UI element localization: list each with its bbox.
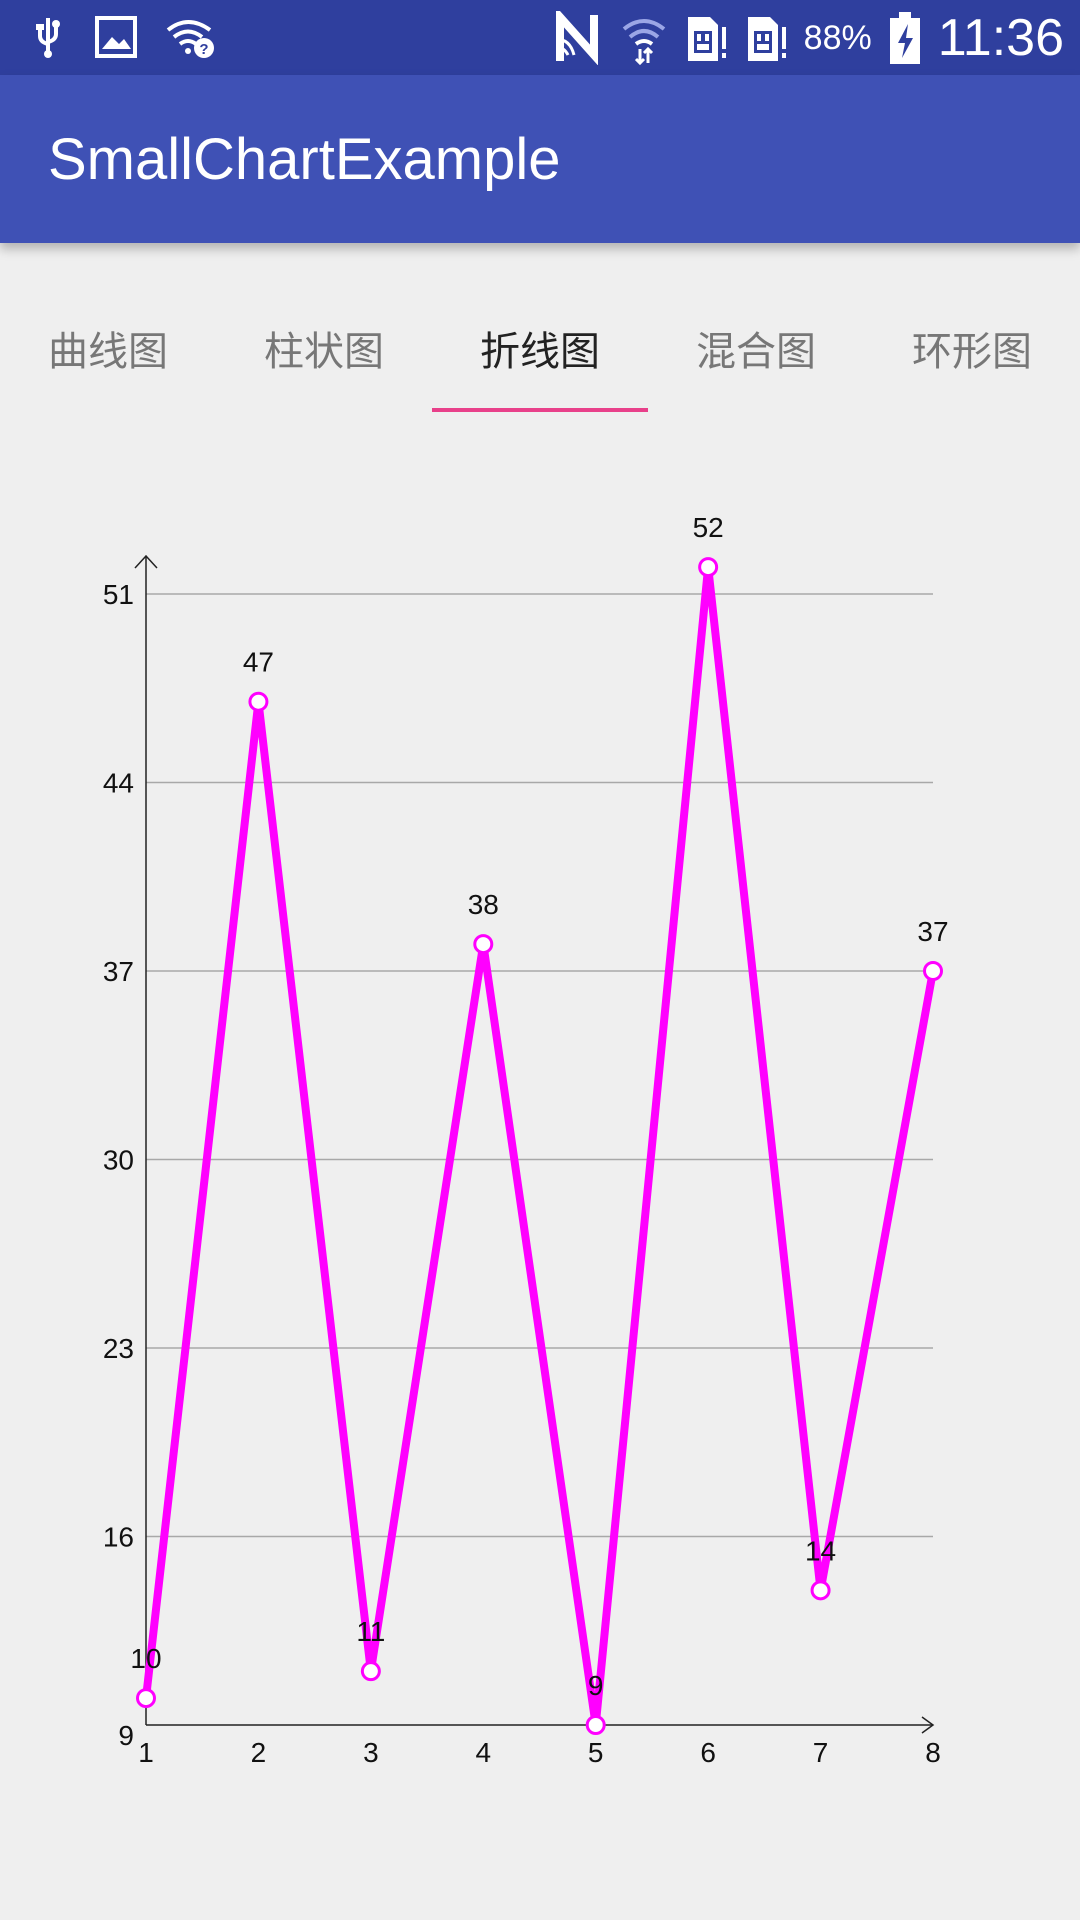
y-tick-label-5: 44 — [103, 768, 134, 799]
data-point-1 — [248, 691, 269, 712]
data-point-2 — [360, 1661, 381, 1682]
nfc-icon — [555, 11, 598, 65]
data-label-7: 37 — [917, 916, 948, 947]
x-tick-label-4: 5 — [588, 1737, 604, 1768]
data-point-6 — [810, 1580, 831, 1601]
series-line — [142, 566, 937, 1726]
data-point-7 — [923, 961, 943, 981]
y-tick-label-0: 9 — [118, 1720, 134, 1751]
x-tick-label-0: 1 — [138, 1737, 154, 1768]
sim2-icon — [747, 17, 786, 61]
data-label-2: 11 — [356, 1616, 385, 1647]
x-tick-label-5: 6 — [700, 1737, 716, 1768]
data-label-4: 9 — [588, 1670, 604, 1701]
status-icons-left: ? — [28, 14, 216, 60]
x-tick-label-6: 7 — [813, 1737, 829, 1768]
sim1-icon — [687, 17, 726, 61]
tab-line-chart[interactable]: 折线图 — [432, 300, 648, 412]
y-tick-label-3: 30 — [103, 1145, 134, 1176]
data-point-5 — [698, 557, 719, 578]
y-tick-label-1: 16 — [103, 1522, 134, 1553]
usb-icon — [36, 18, 60, 58]
chart-type-tabs: 曲线图 柱状图 折线图 混合图 环形图 — [0, 300, 1080, 412]
status-clock: 11:36 — [937, 9, 1064, 67]
tab-mixed-chart[interactable]: 混合图 — [696, 330, 816, 374]
battery-percentage: 88% — [803, 19, 872, 57]
data-point-4 — [585, 1715, 606, 1735]
battery-charging-icon — [889, 12, 920, 64]
image-icon — [95, 16, 137, 58]
data-label-3: 38 — [468, 889, 499, 920]
y-tick-label-6: 51 — [103, 579, 134, 610]
data-point-0 — [136, 1688, 156, 1709]
data-label-6: 14 — [805, 1535, 836, 1566]
wifi-question-icon: ? — [166, 20, 214, 58]
status-icons-right: 88% 11:36 — [554, 8, 1064, 68]
data-label-0: 10 — [130, 1643, 161, 1674]
tab-ring-chart[interactable]: 环形图 — [912, 330, 1032, 374]
tab-bar-chart[interactable]: 柱状图 — [264, 330, 384, 374]
x-axis-arrow — [921, 1716, 935, 1734]
svg-text:?: ? — [199, 41, 208, 58]
app-title: SmallChartExample — [48, 127, 561, 192]
wifi-icon — [622, 19, 665, 65]
y-axis-arrow — [134, 554, 158, 569]
data-label-5: 52 — [693, 512, 724, 543]
y-tick-label-2: 23 — [103, 1333, 134, 1364]
data-label-1: 47 — [243, 647, 274, 678]
x-tick-label-1: 2 — [251, 1737, 267, 1768]
data-point-3 — [473, 934, 494, 955]
y-tick-label-4: 37 — [103, 956, 134, 987]
x-tick-label-3: 4 — [475, 1737, 491, 1768]
x-tick-label-2: 3 — [363, 1737, 379, 1768]
x-tick-label-7: 8 — [925, 1737, 941, 1768]
app-bar: SmallChartExample — [0, 75, 1080, 243]
status-bar: ? 88% — [0, 0, 1080, 75]
tab-curve-chart[interactable]: 曲线图 — [48, 330, 168, 374]
